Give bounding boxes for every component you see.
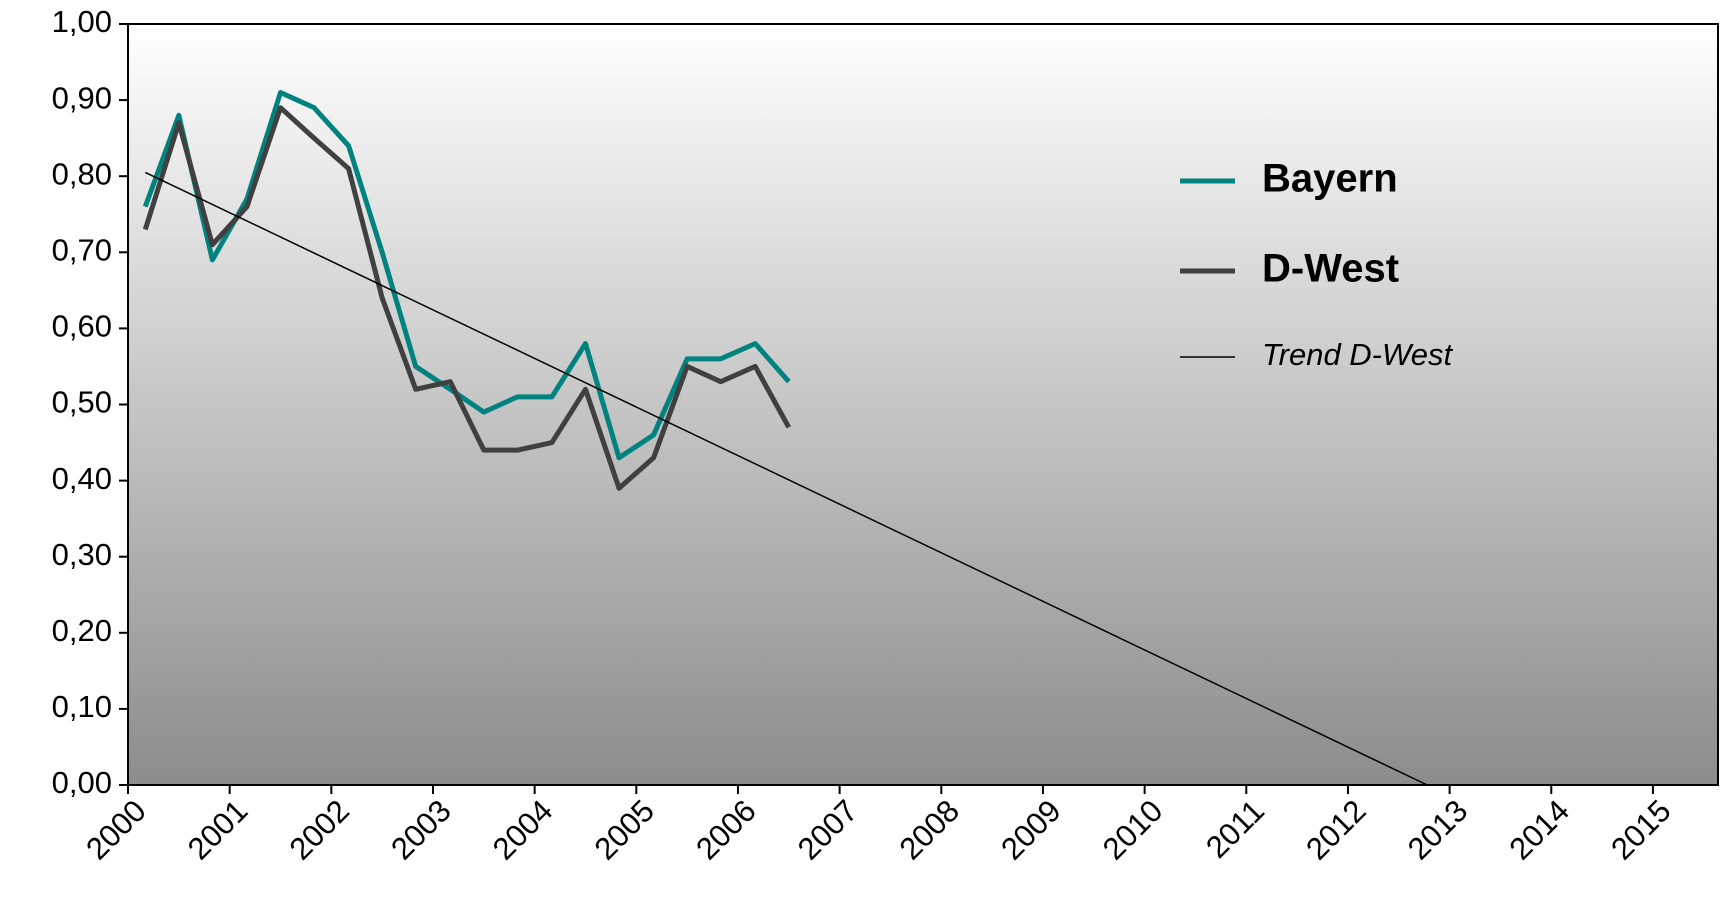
legend-label: Bayern [1262,157,1398,201]
y-tick-label: 0,20 [52,613,112,648]
trend-line [144,171,1428,786]
x-tick-label: 2004 [486,793,560,867]
x-tick-label: 2006 [689,793,763,867]
x-tick-label: 2003 [384,793,458,867]
y-tick-label: 0,60 [52,309,112,344]
legend-label: Trend D-West [1262,337,1453,372]
y-tick-label: 0,00 [52,765,112,800]
x-tick-label: 2013 [1401,793,1475,867]
y-tick-label: 0,40 [52,461,112,496]
y-tick-label: 0,70 [52,232,112,267]
x-tick-label: 2001 [181,793,255,867]
series-line [142,89,791,461]
legend-label: D-West [1262,247,1399,291]
y-tick-label: 0,30 [52,537,112,572]
y-tick-label: 1,00 [52,4,112,39]
x-tick-label: 2012 [1299,793,1373,867]
x-tick-label: 2008 [893,793,967,867]
y-tick-label: 0,90 [52,80,112,115]
x-tick-label: 2005 [588,793,662,867]
x-tick-label: 2015 [1604,793,1678,867]
x-tick-label: 2000 [79,793,153,867]
x-tick-label: 2007 [791,793,865,867]
x-tick-label: 2009 [994,793,1068,867]
y-tick-label: 0,10 [52,689,112,724]
x-tick-label: 2002 [283,793,357,867]
x-tick-label: 2010 [1096,793,1170,867]
series-line [142,105,791,491]
y-tick-label: 0,80 [52,156,112,191]
x-tick-label: 2011 [1199,793,1271,865]
y-tick-label: 0,50 [52,385,112,420]
x-tick-label: 2014 [1502,793,1576,867]
plot-area [127,23,1719,786]
